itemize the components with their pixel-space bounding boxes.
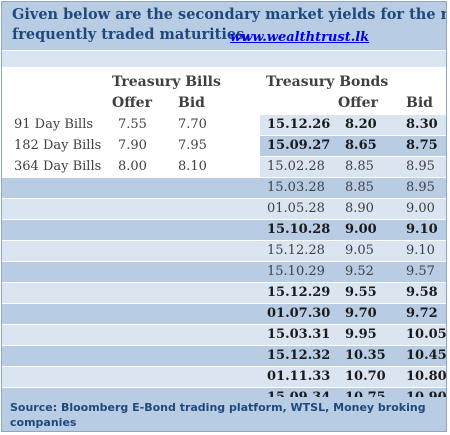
bond-date: 15.12.32: [267, 348, 331, 363]
table-row: 15.12.28 9.05 9.10: [2, 241, 446, 261]
bond-date: 15.09.27: [267, 138, 331, 153]
bond-date: 15.12.26: [267, 117, 331, 132]
table-row: 91 Day Bills 7.55 7.70 15.12.26 8.20 8.30: [2, 115, 446, 135]
bond-bid: 10.45: [406, 348, 447, 363]
bond-offer: 9.55: [345, 285, 377, 300]
bond-band: [260, 325, 446, 345]
source-footer: Source: Bloomberg E-Bond trading platfor…: [2, 397, 446, 431]
bond-date: 15.03.31: [267, 327, 331, 342]
bond-offer: 9.70: [345, 306, 377, 321]
table-row: 01.11.33 10.70 10.80: [2, 367, 446, 387]
bond-offer: 9.52: [345, 264, 374, 279]
bond-bid: 9.10: [406, 222, 438, 237]
bonds-offer-header: Offer: [338, 95, 378, 111]
bond-date: 01.07.30: [267, 306, 331, 321]
bond-offer: 8.65: [345, 138, 377, 153]
bond-bid: 10.80: [406, 369, 447, 384]
bills-bid-header: Bid: [178, 95, 205, 111]
bond-band: [260, 199, 446, 219]
bill-name: 91 Day Bills: [14, 117, 94, 132]
bill-name: 364 Day Bills: [14, 159, 102, 174]
bond-date: 15.10.28: [267, 222, 331, 237]
bond-band: [260, 220, 446, 240]
bond-offer: 8.85: [345, 159, 374, 174]
bond-bid: 9.58: [406, 285, 438, 300]
table-row: 15.10.28 9.00 9.10: [2, 220, 446, 240]
source-text: Source: Bloomberg E-Bond trading platfor…: [10, 401, 426, 429]
bond-offer: 9.05: [345, 243, 374, 258]
bill-bid: 7.95: [178, 138, 207, 153]
bond-offer: 8.85: [345, 180, 374, 195]
bond-band: [260, 157, 446, 177]
bills-offer-header: Offer: [112, 95, 152, 111]
bond-bid: 9.57: [406, 264, 435, 279]
bond-date: 01.05.28: [267, 201, 325, 216]
table-row: 01.05.28 8.90 9.00: [2, 199, 446, 219]
header-spacer: [2, 51, 446, 67]
bond-band: [260, 136, 446, 156]
bond-bid: 8.95: [406, 159, 435, 174]
table-row: 15.10.29 9.52 9.57: [2, 262, 446, 282]
bond-offer: 9.95: [345, 327, 377, 342]
bond-date: 15.10.29: [267, 264, 325, 279]
bond-band: [260, 115, 446, 135]
treasury-bonds-title: Treasury Bonds: [266, 74, 389, 90]
bond-offer: 9.00: [345, 222, 377, 237]
bond-offer: 8.90: [345, 201, 374, 216]
section-title-row: Treasury Bills Treasury Bonds: [2, 72, 446, 92]
bond-band: [260, 262, 446, 282]
header-line-1: Given below are the secondary market yie…: [12, 6, 447, 23]
bond-offer: 8.20: [345, 117, 377, 132]
bill-offer: 7.55: [118, 117, 147, 132]
bond-band: [260, 346, 446, 366]
bond-date: 15.02.28: [267, 159, 325, 174]
bond-band: [260, 304, 446, 324]
column-header-row: Offer Bid Offer Bid: [2, 93, 446, 113]
table-row: 182 Day Bills 7.90 7.95 15.09.27 8.65 8.75: [2, 136, 446, 156]
bond-bid: 9.00: [406, 201, 435, 216]
table-row: 15.12.29 9.55 9.58: [2, 283, 446, 303]
bond-bid: 9.72: [406, 306, 438, 321]
bill-offer: 8.00: [118, 159, 147, 174]
table-row: 15.12.32 10.35 10.45: [2, 346, 446, 366]
bond-bid: 9.10: [406, 243, 435, 258]
bond-date: 15.03.28: [267, 180, 325, 195]
bond-bid: 8.75: [406, 138, 438, 153]
treasury-bills-title: Treasury Bills: [112, 74, 221, 90]
bonds-bid-header: Bid: [406, 95, 433, 111]
table-row: 364 Day Bills 8.00 8.10 15.02.28 8.85 8.95: [2, 157, 446, 177]
bond-bid: 10.05: [406, 327, 447, 342]
bill-bid: 8.10: [178, 159, 207, 174]
bond-band: [260, 283, 446, 303]
bond-bid: 8.95: [406, 180, 435, 195]
bond-offer: 10.70: [345, 369, 386, 384]
wealthtrust-link[interactable]: www.wealthtrust.lk: [230, 30, 370, 45]
table-row: 15.03.28 8.85 8.95: [2, 178, 446, 198]
bond-date: 15.12.29: [267, 285, 331, 300]
bond-band: [260, 367, 446, 387]
bill-bid: 7.70: [178, 117, 207, 132]
bond-band: [260, 241, 446, 261]
header-banner: Given below are the secondary market yie…: [2, 2, 446, 51]
bond-bid: 8.30: [406, 117, 438, 132]
bond-date: 15.12.28: [267, 243, 325, 258]
bond-offer: 10.35: [345, 348, 386, 363]
bond-date: 01.11.33: [267, 369, 331, 384]
header-line-2: frequently traded maturities,: [12, 26, 250, 43]
bill-offer: 7.90: [118, 138, 147, 153]
table-row: 01.07.30 9.70 9.72: [2, 304, 446, 324]
bond-band: [260, 178, 446, 198]
bill-name: 182 Day Bills: [14, 138, 102, 153]
table-row: 15.03.31 9.95 10.05: [2, 325, 446, 345]
